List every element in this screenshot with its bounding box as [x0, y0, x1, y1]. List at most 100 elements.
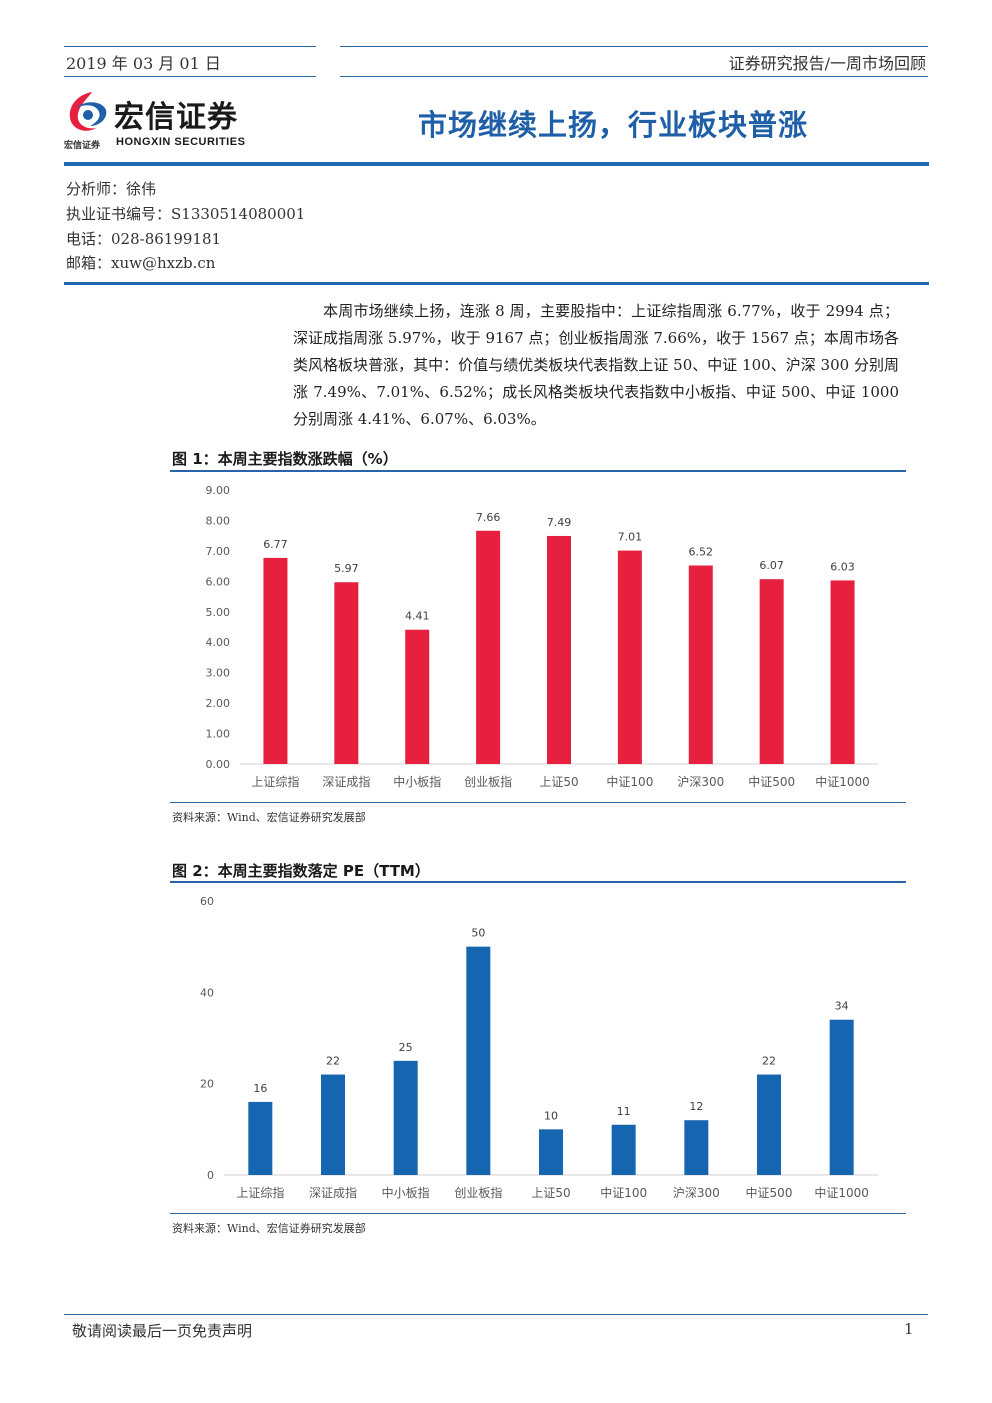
bar [688, 565, 713, 764]
y-tick-label: 40 [200, 986, 214, 999]
logo-en-name: HONGXIN SECURITIES [116, 136, 246, 148]
y-tick-label: 0 [207, 1169, 214, 1182]
bar [539, 1129, 563, 1175]
y-tick-label: 60 [200, 895, 214, 908]
x-category-label: 中证500 [746, 1185, 793, 1200]
figure1-bottom-rule [170, 802, 906, 803]
x-category-label: 创业板指 [454, 1185, 502, 1200]
analyst-cert: 执业证书编号：S1330514080001 [66, 205, 306, 223]
y-tick-label: 7.00 [206, 545, 231, 558]
figure1-top-rule [170, 470, 906, 472]
data-label: 7.66 [476, 511, 501, 524]
y-tick-label: 5.00 [206, 606, 231, 619]
y-tick-label: 2.00 [206, 697, 231, 710]
data-label: 6.52 [689, 546, 714, 559]
data-label: 16 [253, 1082, 267, 1095]
x-category-label: 沪深300 [673, 1186, 720, 1200]
page-number: 1 [904, 1320, 914, 1338]
figure2-title: 图 2：本周主要指数落定 PE（TTM） [172, 862, 430, 880]
bar [476, 530, 501, 764]
x-category-label: 中证1000 [815, 774, 870, 789]
x-category-label: 中证100 [606, 774, 653, 789]
bar [829, 1019, 854, 1175]
x-category-label: 中证1000 [814, 1185, 869, 1200]
data-label: 12 [689, 1100, 703, 1113]
x-category-label: 深证成指 [309, 1185, 357, 1200]
data-label: 6.03 [830, 560, 855, 573]
logo-mark-icon [69, 92, 107, 131]
x-category-label: 创业板指 [464, 774, 512, 789]
data-label: 7.01 [618, 531, 643, 544]
bar [405, 629, 430, 764]
figure2-chart: 0 20 40 60 16 上证综指 22 深证成指 25 中小板指 50 创业板指 10 上证50 11 中… [200, 895, 878, 1200]
summary-paragraph: 本周市场继续上扬，连涨 8 周，主要股指中：上证综指周涨 6.77%，收于 29… [293, 298, 899, 433]
figure1-source: 资料来源：Wind、宏信证券研究发展部 [172, 811, 366, 824]
data-label: 4.41 [405, 610, 430, 623]
x-category-label: 中小板指 [393, 774, 441, 789]
bar [466, 946, 491, 1175]
header-rule-left [64, 46, 316, 47]
x-category-label: 中证100 [600, 1185, 647, 1200]
data-label: 11 [617, 1105, 631, 1118]
bar [759, 579, 784, 764]
data-label: 10 [544, 1109, 558, 1122]
header-rule-right [340, 46, 928, 47]
footer-rule [64, 1314, 928, 1315]
report-date: 2019 年 03 月 01 日 [66, 54, 221, 73]
data-label: 6.77 [263, 538, 288, 551]
logo-cn-name: 宏信证券 [114, 100, 238, 135]
logo-small-cn: 宏信证券 [64, 141, 101, 151]
figure2-source: 资料来源：Wind、宏信证券研究发展部 [172, 1222, 366, 1235]
x-category-label: 深证成指 [322, 774, 370, 789]
x-category-label: 上证综指 [251, 774, 299, 789]
figure2-bottom-rule [170, 1213, 906, 1214]
y-tick-label: 6.00 [206, 575, 231, 588]
data-label: 6.07 [759, 559, 784, 572]
data-label: 50 [471, 927, 485, 940]
data-label: 22 [762, 1055, 776, 1068]
y-tick-label: 4.00 [206, 636, 231, 649]
figure2-top-rule [170, 881, 906, 883]
company-logo: 宏信证券 宏信证券 HONGXIN SECURITIES [62, 88, 282, 152]
data-label: 7.49 [547, 516, 572, 529]
analyst-name: 分析师：徐伟 [66, 180, 157, 198]
footer-disclaimer: 敬请阅读最后一页免责声明 [72, 1322, 253, 1340]
figure1-title: 图 1：本周主要指数涨跌幅（%） [172, 450, 398, 468]
header-rule-right-bottom [340, 76, 928, 77]
data-label: 22 [326, 1055, 340, 1068]
bar [547, 535, 571, 764]
title-divider [64, 162, 929, 166]
bar [321, 1074, 345, 1175]
x-category-label: 中小板指 [382, 1185, 430, 1200]
bar [830, 580, 855, 764]
analyst-phone: 电话：028-86199181 [66, 230, 222, 248]
data-label: 5.97 [334, 562, 359, 575]
bar [617, 550, 642, 764]
x-category-label: 上证50 [539, 775, 578, 789]
bar [334, 582, 359, 764]
bar [393, 1060, 418, 1175]
x-category-label: 中证500 [748, 774, 795, 789]
bar [263, 557, 288, 764]
analyst-email: 邮箱：xuw@hxzb.cn [66, 254, 216, 272]
data-label: 25 [399, 1041, 413, 1054]
y-tick-label: 9.00 [206, 484, 231, 497]
y-tick-label: 0.00 [206, 758, 231, 771]
bar [757, 1074, 781, 1175]
bar [248, 1101, 273, 1175]
main-title: 市场继续上扬，行业板块普涨 [418, 108, 809, 142]
x-category-label: 沪深300 [677, 775, 724, 789]
y-tick-label: 8.00 [206, 514, 231, 527]
x-category-label: 上证50 [531, 1186, 570, 1200]
summary-text: 本周市场继续上扬，连涨 8 周，主要股指中：上证综指周涨 6.77%，收于 29… [293, 302, 899, 428]
header-rule-left-bottom [64, 76, 316, 77]
bar [684, 1120, 709, 1175]
bar [611, 1124, 636, 1175]
y-tick-label: 1.00 [206, 728, 231, 741]
data-label: 34 [835, 1000, 849, 1013]
figure1-chart: 0.00 1.00 2.00 3.00 4.00 5.00 6.00 7.00 8.00 9.00… [206, 484, 878, 789]
report-type: 证券研究报告/一周市场回顾 [728, 54, 926, 73]
x-category-label: 上证综指 [236, 1185, 284, 1200]
y-tick-label: 3.00 [206, 667, 231, 680]
y-tick-label: 20 [200, 1078, 214, 1091]
